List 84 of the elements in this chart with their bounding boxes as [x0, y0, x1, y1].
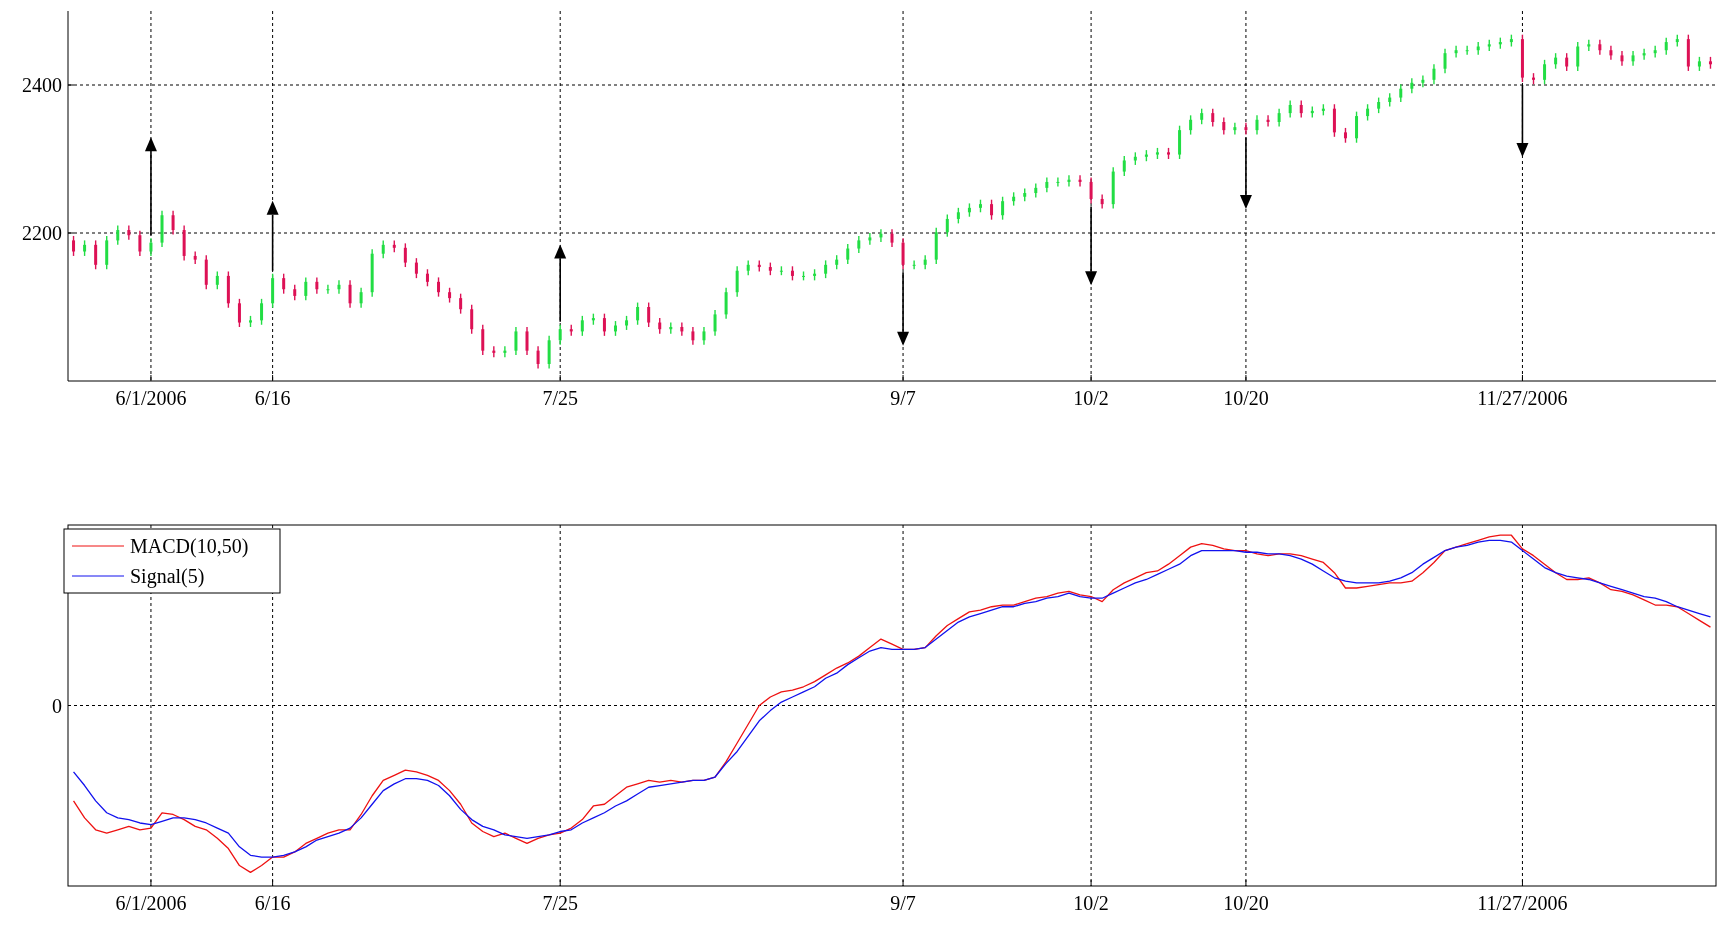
- candlestick: [990, 199, 994, 221]
- candlestick: [1443, 48, 1447, 74]
- legend-label: Signal(5): [130, 565, 205, 588]
- x-tick-label: 11/27/2006: [1477, 892, 1568, 914]
- candlestick: [1100, 193, 1104, 210]
- candlestick: [978, 199, 982, 213]
- candlestick: [525, 326, 529, 356]
- candlestick: [602, 312, 606, 337]
- x-tick-label: 6/1/2006: [115, 387, 187, 409]
- candlestick: [94, 239, 98, 270]
- candlestick: [1587, 39, 1591, 52]
- candlestick: [127, 224, 131, 241]
- candlestick: [536, 345, 540, 370]
- candlestick: [1001, 196, 1005, 221]
- candlestick: [237, 298, 241, 328]
- candlestick: [923, 254, 927, 270]
- ref-line-label: 0: [52, 694, 62, 717]
- candlestick: [1543, 59, 1547, 85]
- candlestick: [1089, 176, 1093, 205]
- candlestick: [138, 230, 142, 257]
- candlestick: [713, 309, 717, 337]
- candlestick: [437, 276, 441, 298]
- candlestick: [1244, 122, 1248, 136]
- x-tick-label: 10/20: [1223, 892, 1269, 914]
- candlestick: [547, 335, 551, 370]
- candlestick: [1609, 45, 1613, 61]
- candlestick: [802, 270, 806, 282]
- candlestick: [846, 243, 850, 265]
- candlestick: [414, 257, 418, 279]
- candlestick: [724, 287, 728, 320]
- candlestick: [348, 279, 352, 309]
- candlestick: [1167, 147, 1171, 160]
- candlestick: [260, 298, 264, 326]
- candlestick: [514, 326, 518, 356]
- candlestick: [1355, 110, 1359, 144]
- legend-label: MACD(10,50): [130, 535, 249, 558]
- candlestick: [868, 232, 872, 246]
- candlestick: [116, 224, 120, 246]
- candlestick: [1465, 45, 1469, 56]
- candlestick: [249, 315, 252, 328]
- candlestick: [403, 242, 407, 268]
- candlestick: [171, 210, 175, 236]
- candlestick: [680, 321, 684, 337]
- candlestick: [945, 213, 949, 238]
- candlestick: [337, 279, 341, 295]
- x-tick-label: 7/25: [542, 387, 578, 409]
- candlestick: [1056, 176, 1060, 188]
- candlestick: [912, 259, 916, 270]
- candlestick: [1421, 74, 1425, 88]
- candlestick: [481, 324, 485, 356]
- x-tick-label: 6/16: [254, 387, 291, 409]
- y-tick-label: 2400: [22, 74, 62, 96]
- candlestick: [1653, 45, 1657, 59]
- x-tick-label: 9/7: [890, 387, 916, 409]
- candlestick: [1454, 45, 1458, 59]
- candlestick: [1233, 122, 1237, 136]
- candlestick: [636, 301, 640, 326]
- candlestick: [735, 265, 739, 298]
- x-tick-label: 9/7: [890, 892, 916, 914]
- candlestick: [1122, 155, 1126, 177]
- x-tick-label: 6/1/2006: [115, 892, 187, 914]
- x-tick-label: 10/2: [1073, 387, 1109, 409]
- x-tick-label: 7/25: [542, 892, 578, 914]
- candlestick: [1343, 127, 1347, 144]
- candlestick: [580, 315, 584, 337]
- candlestick: [1189, 114, 1193, 136]
- candlestick: [558, 324, 562, 346]
- candlestick: [282, 273, 286, 295]
- candlestick: [901, 237, 905, 270]
- candlestick: [304, 276, 308, 302]
- x-tick-label: 6/16: [254, 892, 291, 914]
- candlestick: [1576, 41, 1580, 72]
- y-tick-label: 2200: [22, 222, 62, 244]
- x-tick-label: 10/20: [1223, 387, 1269, 409]
- x-tick-label: 10/2: [1073, 892, 1109, 914]
- candlestick: [1332, 103, 1336, 138]
- candlestick: [647, 301, 651, 328]
- candlestick: [470, 304, 474, 335]
- candlestick: [1255, 114, 1259, 136]
- x-tick-label: 11/27/2006: [1477, 387, 1568, 409]
- candlestick: [1432, 63, 1436, 85]
- candlestick: [359, 287, 363, 309]
- candlestick: [326, 284, 330, 295]
- candlestick: [459, 292, 463, 315]
